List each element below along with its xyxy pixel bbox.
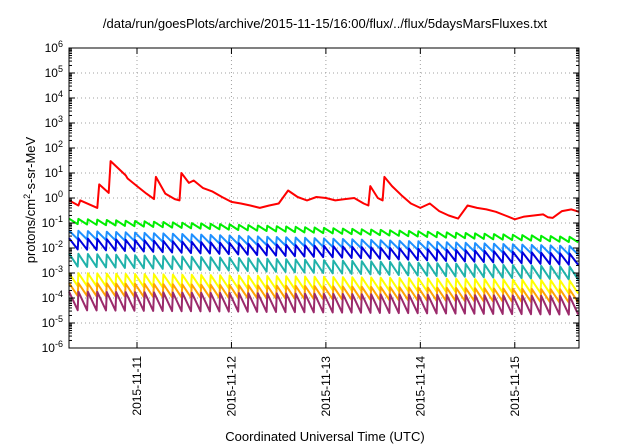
x-tick-label: 2015-11-11 <box>130 356 144 416</box>
y-tick-base: 10 <box>42 266 56 280</box>
x-axis-label: Coordinated Universal Time (UTC) <box>225 429 424 444</box>
y-tick-base: 10 <box>42 241 56 255</box>
y-tick-label: 10-1 <box>42 214 63 230</box>
y-tick-base: 10 <box>42 291 56 305</box>
y-axis-label: protons/cm2-s-sr-MeV <box>22 136 38 263</box>
x-tick-label: 2015-11-13 <box>319 356 333 417</box>
y-tick-exponent: 2 <box>58 139 63 149</box>
series-lines <box>68 160 580 316</box>
y-tick-base: 10 <box>45 66 59 80</box>
x-tick-label: 2015-11-14 <box>413 356 427 417</box>
x-tick-label: 2015-11-15 <box>508 356 522 417</box>
y-tick-label: 103 <box>45 114 63 130</box>
y-tick-base: 10 <box>45 116 59 130</box>
y-axis-label-sup: 2 <box>22 194 32 199</box>
series-line-8 <box>68 290 580 316</box>
y-tick-base: 10 <box>45 166 59 180</box>
y-tick-exponent: -5 <box>55 314 63 324</box>
series-line-2 <box>68 217 579 244</box>
y-tick-exponent: 3 <box>58 114 63 124</box>
series-line-5 <box>68 252 580 281</box>
y-tick-label: 100 <box>45 189 63 205</box>
y-tick-base: 10 <box>45 91 59 105</box>
y-tick-base: 10 <box>45 41 59 55</box>
y-tick-label: 10-5 <box>42 314 63 330</box>
y-tick-label: 10-4 <box>42 289 63 305</box>
chart-title: /data/run/goesPlots/archive/2015-11-15/1… <box>103 16 548 31</box>
y-tick-label: 101 <box>45 164 63 180</box>
y-tick-labels: 10-610-510-410-310-210-11001011021031041… <box>42 39 63 355</box>
series-line-4 <box>68 237 579 266</box>
y-tick-exponent: 6 <box>58 39 63 49</box>
series-line-1 <box>68 160 580 221</box>
y-tick-base: 10 <box>42 316 56 330</box>
y-tick-label: 10-6 <box>42 339 63 355</box>
x-tick-labels: 2015-11-11 2015-11-12 2015-11-13 2015-11-14… <box>130 356 522 417</box>
y-tick-exponent: -3 <box>55 264 63 274</box>
y-axis-label-main: protons/cm <box>23 199 38 263</box>
y-tick-label: 106 <box>45 39 63 55</box>
y-tick-exponent: -1 <box>55 214 63 224</box>
y-tick-label: 104 <box>45 89 63 105</box>
y-tick-base: 10 <box>42 216 56 230</box>
y-tick-exponent: 0 <box>58 189 63 199</box>
y-tick-label: 10-3 <box>42 264 63 280</box>
y-tick-base: 10 <box>45 191 59 205</box>
y-tick-exponent: 1 <box>58 164 63 174</box>
axis-ticks <box>69 47 579 349</box>
y-tick-exponent: -4 <box>55 289 63 299</box>
x-tick-label: 2015-11-12 <box>224 356 238 417</box>
y-tick-label: 10-2 <box>42 239 63 255</box>
y-tick-label: 105 <box>45 64 63 80</box>
y-tick-exponent: 5 <box>58 64 63 74</box>
y-tick-base: 10 <box>45 141 59 155</box>
y-tick-exponent: 4 <box>58 89 63 99</box>
y-axis-label-rest: -s-sr-MeV <box>23 136 38 193</box>
y-tick-label: 102 <box>45 139 63 155</box>
y-tick-exponent: -6 <box>55 339 63 349</box>
y-tick-exponent: -2 <box>55 239 63 249</box>
y-tick-base: 10 <box>42 341 56 355</box>
